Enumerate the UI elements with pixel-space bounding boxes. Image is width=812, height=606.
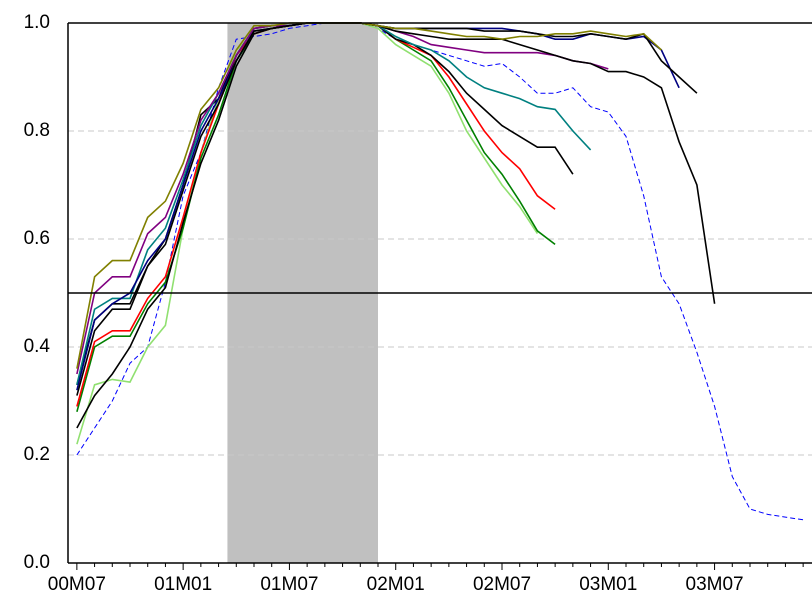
x-tick-label: 00M07 (48, 574, 106, 595)
x-tick-label: 03M01 (579, 574, 637, 595)
x-tick-label: 03M07 (686, 574, 744, 595)
series-line (76, 22, 662, 369)
y-tick-label: 0.4 (24, 336, 51, 357)
y-tick-label: 0.0 (24, 552, 50, 573)
y-tick-label: 0.2 (24, 444, 50, 465)
y-tick-label: 0.6 (24, 228, 50, 249)
x-tick-label: 02M07 (473, 574, 531, 595)
series-line (76, 22, 804, 521)
x-tick-label: 02M01 (367, 574, 425, 595)
series-line (76, 22, 716, 429)
x-tick-label: 01M01 (154, 574, 212, 595)
y-tick-label: 1.0 (24, 12, 50, 33)
x-tick-label: 01M07 (260, 574, 318, 595)
y-tick-label: 0.8 (24, 120, 50, 141)
series-line (76, 22, 698, 396)
